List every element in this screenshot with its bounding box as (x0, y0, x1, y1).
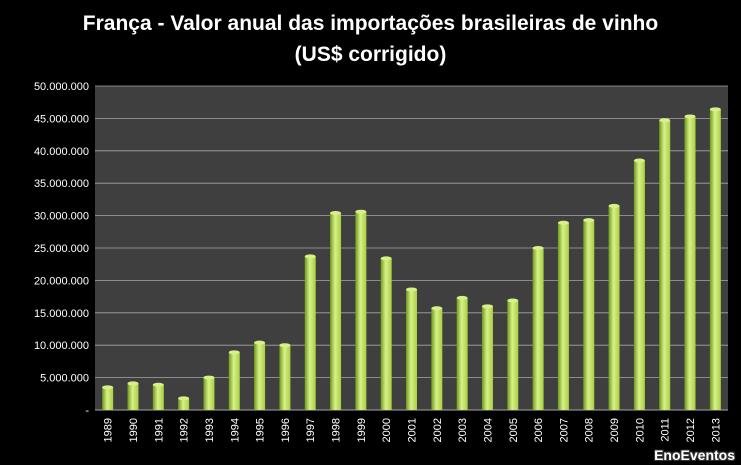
x-tick-label: 1993 (204, 418, 216, 442)
x-tick-label: 2000 (381, 418, 393, 442)
bar-1994 (228, 352, 240, 410)
bar-1990 (127, 383, 139, 410)
x-tick-label: 1996 (280, 418, 292, 442)
bar-1997 (304, 256, 316, 410)
bar-cap-2007 (557, 220, 569, 225)
bars (102, 107, 721, 411)
y-tick-label: 35.000.000 (34, 178, 89, 190)
y-tick-label: 25.000.000 (34, 243, 89, 255)
bar-cap-2001 (406, 287, 417, 292)
watermark-logo: EnoEventos (654, 447, 735, 463)
x-tick-label: 2005 (508, 418, 520, 442)
bar-1991 (152, 384, 164, 410)
bar-2005 (507, 300, 519, 410)
bar-cap-2010 (633, 158, 645, 163)
bar-1992 (178, 398, 190, 410)
bar-2008 (583, 220, 595, 410)
bar-cap-1994 (228, 350, 240, 355)
y-tick-label: 30.000.000 (34, 211, 89, 223)
x-tick-label: 2004 (482, 418, 494, 442)
x-tick-label: 1994 (229, 418, 241, 442)
bar-cap-2006 (532, 246, 544, 250)
bar-cap-2012 (684, 114, 696, 119)
bar-2009 (608, 205, 620, 410)
x-tick-label: 1998 (331, 418, 343, 442)
bar-cap-2013 (709, 107, 721, 112)
x-tick-label: 2013 (710, 418, 722, 442)
bar-2006 (532, 248, 544, 410)
x-tick-label: 1997 (305, 418, 317, 442)
x-tick-label: 2006 (533, 418, 545, 442)
y-tick-label: 10.000.000 (34, 340, 89, 352)
bar-cap-1990 (127, 381, 139, 386)
x-tick-label: 1999 (356, 418, 368, 442)
x-tick-label: 2003 (457, 418, 469, 442)
x-axis-tick-labels: 1989 1990 1991 1992 1993 1994 1995 1996 1997 1998… (103, 418, 723, 442)
y-tick-label: - (85, 405, 89, 417)
bar-2012 (684, 116, 696, 411)
bar-cap-2002 (431, 306, 443, 311)
bar-2004 (481, 306, 493, 410)
bar-cap-2008 (583, 218, 595, 223)
y-tick-label: 15.000.000 (34, 308, 89, 320)
x-tick-label: 1989 (103, 418, 115, 442)
bar-cap-2004 (481, 304, 493, 309)
bar-cap-2003 (456, 295, 468, 300)
bar-1989 (102, 387, 114, 410)
bar-2001 (406, 289, 417, 410)
y-tick-label: 50.000.000 (34, 81, 89, 93)
x-tick-label: 1992 (179, 418, 191, 442)
bar-1998 (330, 213, 342, 410)
x-tick-label: 1995 (255, 418, 267, 442)
x-tick-label: 2012 (685, 418, 697, 442)
x-tick-label: 2010 (634, 418, 646, 442)
bar-1995 (254, 342, 266, 410)
bar-1996 (279, 345, 291, 410)
chart-title-line-1: França - Valor anual das importações bra… (82, 12, 659, 35)
bar-1999 (355, 211, 367, 410)
bar-cap-2005 (507, 298, 519, 303)
bar-cap-1997 (304, 254, 316, 259)
y-tick-label: 45.000.000 (34, 113, 89, 125)
y-tick-label: 40.000.000 (34, 146, 89, 158)
x-tick-label: 2011 (660, 418, 672, 442)
bar-cap-2009 (608, 203, 620, 208)
bar-cap-1989 (102, 385, 114, 390)
y-axis-tick-labels: - 5.000.000 10.000.000 15.000.000 20.000.000… (34, 81, 89, 417)
bar-cap-2011 (659, 118, 671, 123)
bar-1993 (203, 377, 215, 410)
bar-cap-1998 (330, 211, 342, 216)
bar-cap-2000 (380, 256, 392, 261)
x-tick-label: 2009 (609, 418, 621, 442)
x-tick-label: 1991 (153, 418, 165, 442)
bar-2007 (557, 222, 569, 410)
x-tick-label: 2008 (584, 418, 596, 442)
x-tick-label: 2001 (407, 418, 419, 442)
chart-title: França - Valor anual das importações bra… (0, 8, 741, 70)
bar-2003 (456, 297, 468, 410)
bar-cap-1995 (254, 340, 266, 345)
chart-title-line-2: (US$ corrigido) (294, 43, 447, 66)
bar-cap-1991 (152, 382, 164, 387)
bar-cap-1996 (279, 343, 291, 348)
bar-cap-1999 (355, 209, 367, 214)
x-tick-label: 2007 (558, 418, 570, 442)
bar-2010 (633, 160, 645, 410)
y-tick-label: 20.000.000 (34, 275, 89, 287)
bar-2000 (380, 258, 392, 410)
bar-2002 (431, 308, 443, 410)
bar-2011 (659, 120, 671, 411)
y-tick-label: 5.000.000 (40, 373, 89, 385)
bar-cap-1992 (178, 396, 190, 401)
x-tick-label: 1990 (128, 418, 140, 442)
bar-2013 (709, 109, 721, 410)
bar-cap-1993 (203, 375, 215, 380)
x-tick-label: 2002 (432, 418, 444, 442)
